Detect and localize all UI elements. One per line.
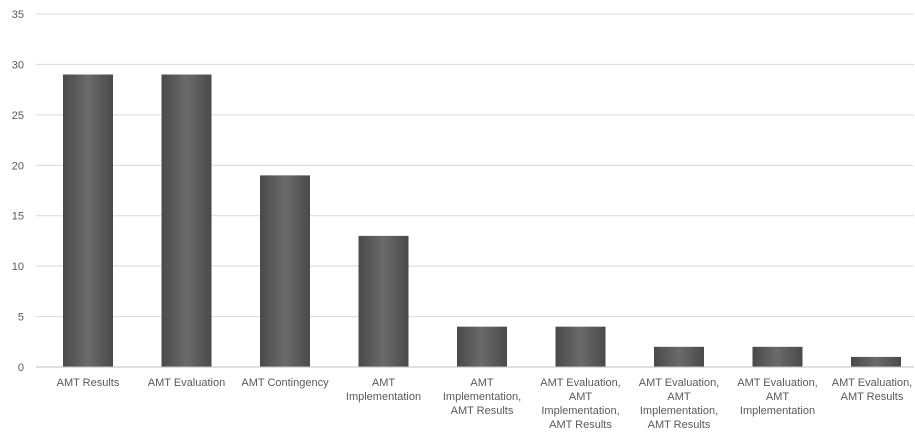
x-tick-label: AMT Evaluation, AMT Implementation	[737, 377, 818, 417]
y-tick-label: 0	[18, 362, 24, 374]
bar	[555, 326, 606, 367]
x-tick-label: AMT Implementation, AMT Results	[443, 377, 521, 417]
y-tick-label: 20	[12, 160, 24, 172]
bar	[161, 74, 212, 367]
y-tick-label: 15	[12, 211, 24, 223]
x-tick-label: AMT Results	[57, 377, 120, 389]
bar	[752, 346, 803, 367]
x-tick-label: AMT Implementation	[346, 377, 421, 403]
tick-labels: 0 5 10 15 20 25 30 35 AMT Results AMT Evaluation A…	[12, 9, 913, 431]
x-tick-label: AMT Evaluation, AMT Results	[832, 377, 913, 403]
bars	[63, 74, 901, 367]
y-tick-label: 10	[12, 261, 24, 273]
x-tick-label: AMT Evaluation, AMT Implementation, AMT Res…	[540, 377, 621, 431]
bar	[654, 346, 704, 367]
bar	[63, 74, 113, 367]
x-tick-label: AMT Evaluation, AMT Implementation, AMT Res…	[639, 377, 720, 431]
bar	[457, 326, 507, 367]
y-tick-label: 35	[12, 9, 24, 21]
x-tick-label: AMT Evaluation	[148, 377, 225, 389]
x-tick-label: AMT Contingency	[241, 377, 329, 389]
y-tick-label: 5	[18, 312, 24, 324]
y-tick-label: 25	[12, 110, 24, 122]
bar	[358, 235, 409, 367]
bar	[260, 175, 310, 367]
chart-title-partial	[115, 0, 815, 8]
y-tick-label: 30	[12, 59, 24, 71]
bar	[851, 356, 901, 367]
